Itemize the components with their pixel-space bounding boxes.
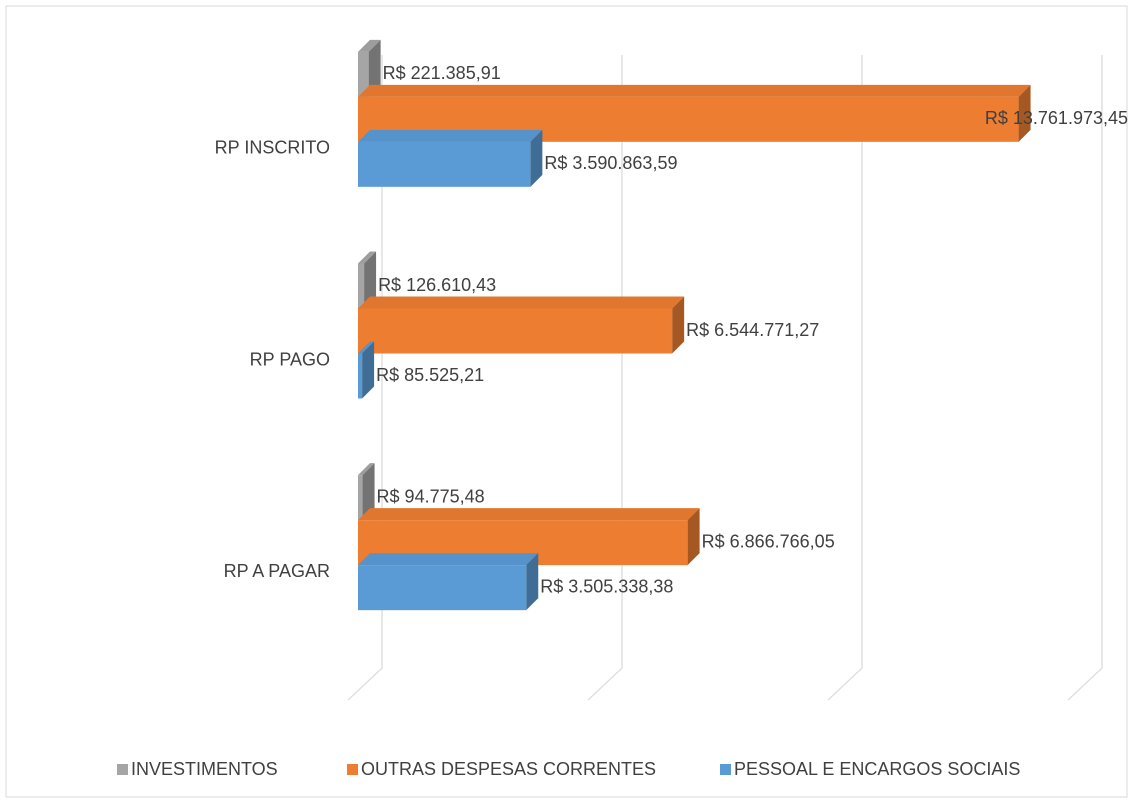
bar xyxy=(358,141,531,187)
bar xyxy=(358,565,527,611)
bar-side xyxy=(687,508,700,566)
grid-line xyxy=(1067,55,1103,701)
bar-side xyxy=(362,341,375,399)
bar-side xyxy=(368,39,381,97)
data-label: R$ 3.590.863,59 xyxy=(544,153,677,173)
bar-top xyxy=(358,84,1031,97)
bar-top xyxy=(358,341,375,354)
y-tick-label: RP PAGO xyxy=(250,349,330,369)
grid-line xyxy=(347,55,383,701)
bar-side xyxy=(526,553,539,611)
data-label: R$ 6.866.766,05 xyxy=(702,531,835,551)
bar-top xyxy=(358,251,377,264)
data-label: R$ 94.775,48 xyxy=(377,486,485,506)
bar-top xyxy=(358,463,375,476)
y-tick-label: RP A PAGAR xyxy=(224,561,330,581)
legend-swatch xyxy=(117,764,128,775)
y-tick-label: RP INSCRITO xyxy=(215,138,330,158)
bar-top xyxy=(358,508,700,521)
legend-swatch xyxy=(720,764,731,775)
bar-top xyxy=(358,129,543,142)
bar-side xyxy=(364,251,377,309)
bar-side xyxy=(362,463,375,521)
bar-side xyxy=(672,296,685,354)
data-label: R$ 221.385,91 xyxy=(383,63,501,83)
data-label: R$ 3.505.338,38 xyxy=(540,576,673,596)
legend-label: OUTRAS DESPESAS CORRENTES xyxy=(361,759,656,779)
grid-line xyxy=(827,55,863,701)
bar xyxy=(358,263,365,309)
data-label: R$ 126.610,43 xyxy=(378,275,496,295)
data-label: R$ 85.525,21 xyxy=(376,365,484,385)
bar xyxy=(358,308,673,354)
legend-swatch xyxy=(347,764,358,775)
data-label: R$ 13.761.973,45 xyxy=(985,108,1128,128)
bar xyxy=(358,475,363,521)
bar-side xyxy=(530,129,543,187)
legend-label: PESSOAL E ENCARGOS SOCIAIS xyxy=(734,759,1020,779)
bar xyxy=(358,51,369,97)
bar-side xyxy=(1018,84,1031,142)
bar-top xyxy=(358,553,539,566)
bar xyxy=(358,353,363,399)
data-label: R$ 6.544.771,27 xyxy=(686,320,819,340)
bar-top xyxy=(358,39,381,52)
legend-label: INVESTIMENTOS xyxy=(131,759,278,779)
bar-top xyxy=(358,296,685,309)
grid-line xyxy=(587,55,623,701)
